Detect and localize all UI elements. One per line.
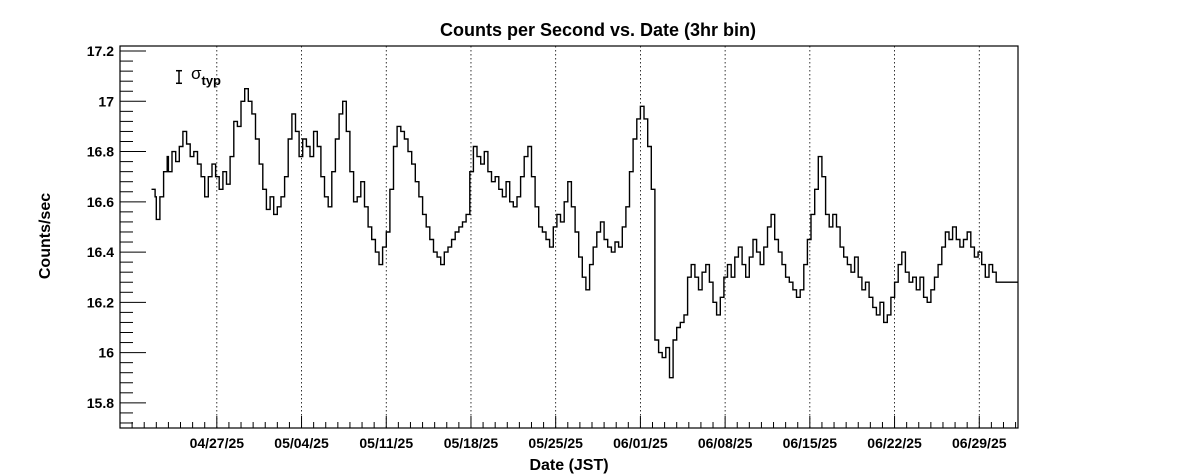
- x-tick-label-6: 06/08/25: [698, 435, 753, 451]
- y-axis: 15.8 16 16.2 16.4 16.6 16.8 17 17.2: [87, 43, 146, 424]
- x-tick-label-0: 04/27/25: [190, 435, 245, 451]
- sigma-label: σtyp: [191, 64, 221, 88]
- plot-frame: [119, 45, 1019, 429]
- x-tick-label-3: 05/18/25: [444, 435, 499, 451]
- y-tick-label-5: 16.8: [87, 144, 114, 160]
- x-tick-label-7: 06/15/25: [783, 435, 838, 451]
- sigma-typ-annotation: σtyp: [176, 64, 221, 88]
- sigma-subscript: typ: [202, 73, 222, 88]
- chart-title: Counts per Second vs. Date (3hr bin): [440, 20, 756, 40]
- x-tick-label-2: 05/11/25: [359, 435, 413, 451]
- y-tick-label-2: 16.2: [87, 294, 114, 310]
- series-layer: [151, 88, 1018, 379]
- x-tick-label-4: 05/25/25: [528, 435, 583, 451]
- y-tick-label-4: 16.6: [87, 194, 114, 210]
- sigma-symbol: σ: [191, 64, 202, 83]
- y-axis-label: Counts/sec: [37, 193, 54, 279]
- x-axis: 04/27/25 05/04/25 05/11/25 05/18/25 05/25/25…: [119, 416, 1017, 451]
- y-tick-label-7: 17.2: [87, 43, 114, 59]
- x-tick-label-8: 06/22/25: [867, 435, 922, 451]
- y-tick-label-0: 15.8: [87, 395, 114, 411]
- sigma-error-bar: [176, 69, 182, 85]
- x-tick-label-5: 06/01/25: [613, 435, 668, 451]
- y-tick-label-3: 16.4: [87, 244, 114, 260]
- data-series-0: [151, 88, 1018, 379]
- y-tick-label-1: 16: [98, 345, 114, 361]
- y-tick-label-6: 17: [98, 93, 114, 109]
- x-tick-label-9: 06/29/25: [952, 435, 1007, 451]
- x-axis-label: Date (JST): [529, 457, 608, 474]
- x-tick-label-1: 05/04/25: [274, 435, 329, 451]
- vertical-grid: [216, 46, 980, 428]
